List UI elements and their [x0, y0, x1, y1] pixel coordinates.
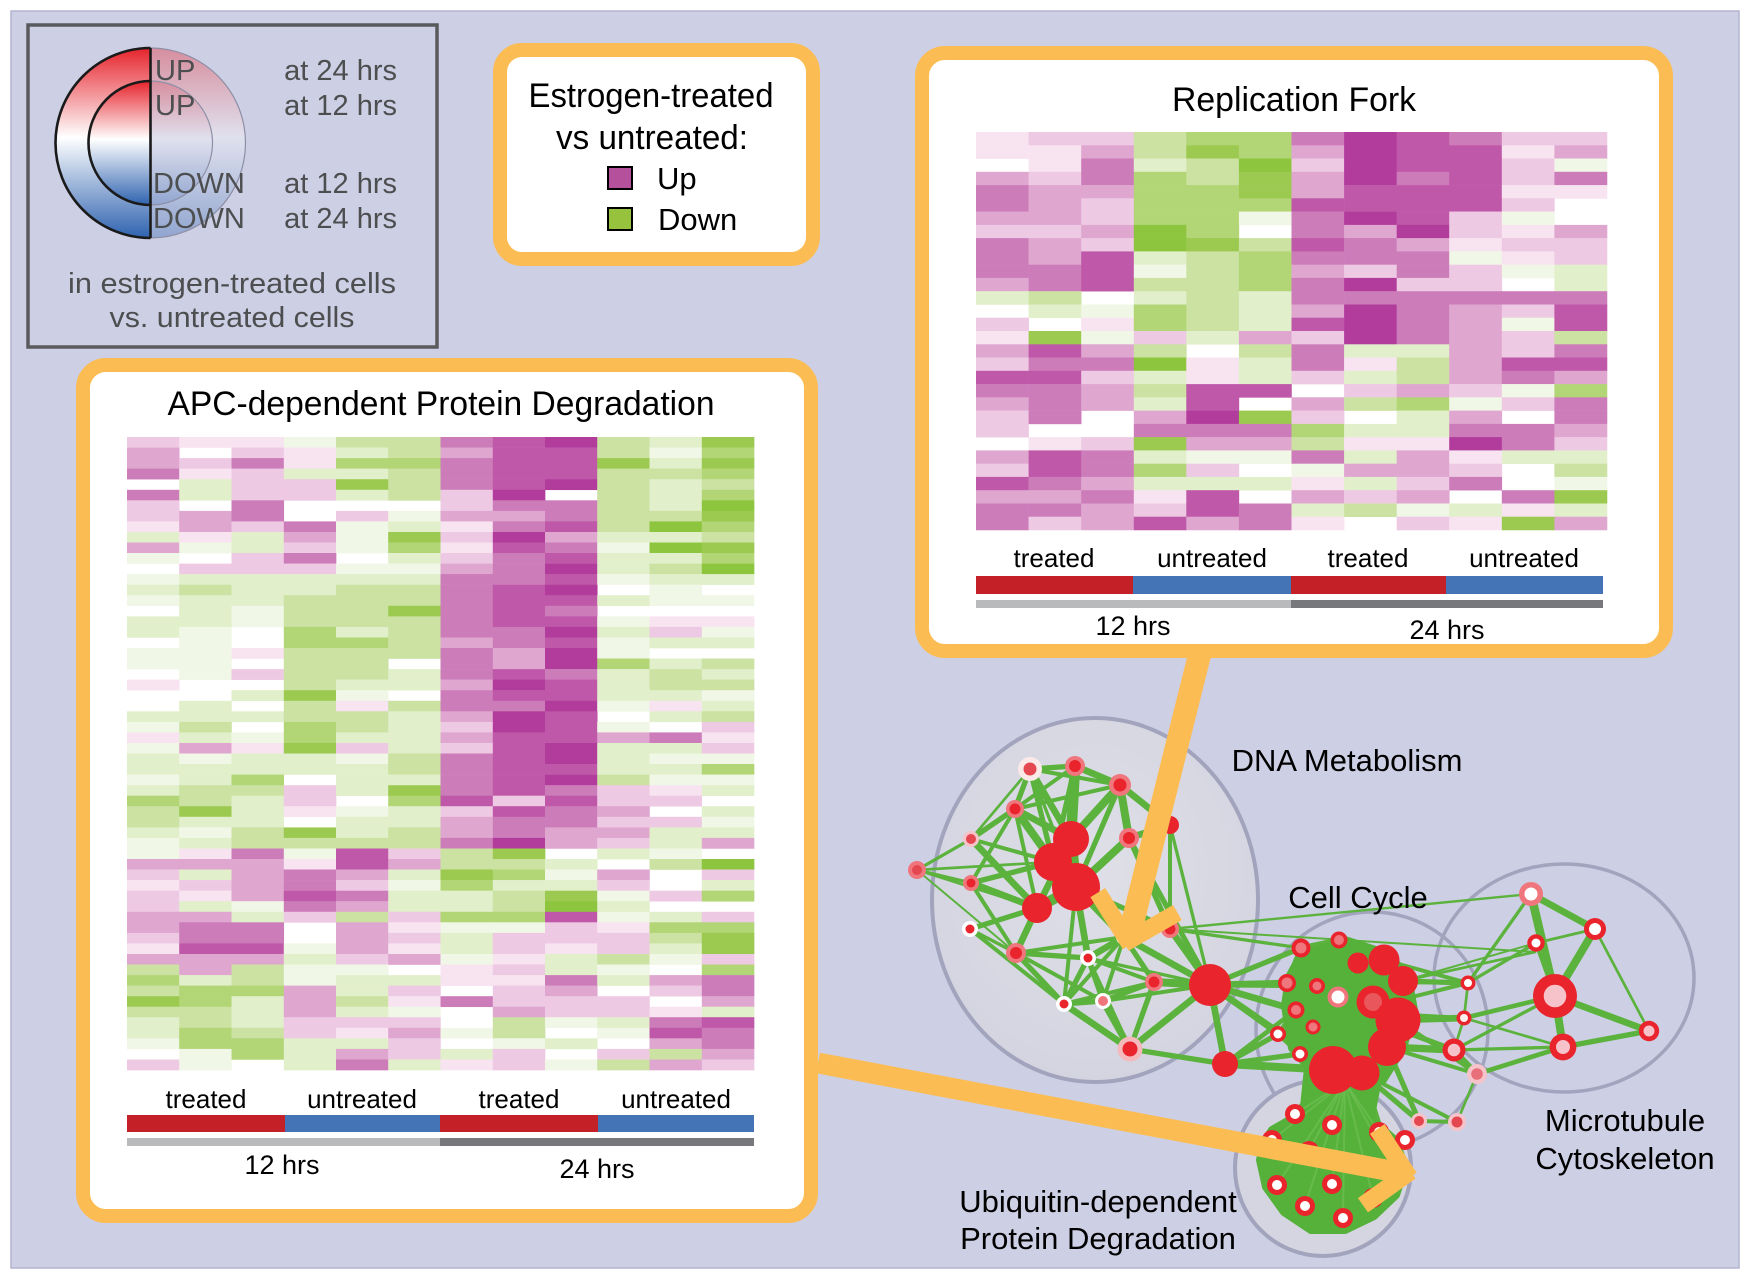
svg-text:DNA Metabolism: DNA Metabolism — [1232, 743, 1463, 778]
svg-text:at 24 hrs: at 24 hrs — [284, 55, 397, 87]
svg-text:treated: treated — [1014, 543, 1095, 573]
svg-text:Cytoskeleton: Cytoskeleton — [1535, 1141, 1714, 1176]
svg-text:Protein Degradation: Protein Degradation — [960, 1221, 1236, 1256]
svg-text:Estrogen-treated: Estrogen-treated — [529, 77, 774, 115]
svg-text:treated: treated — [479, 1084, 560, 1114]
svg-text:at 24 hrs: at 24 hrs — [284, 203, 397, 235]
svg-text:vs. untreated cells: vs. untreated cells — [110, 302, 355, 334]
svg-text:DOWN: DOWN — [153, 203, 245, 235]
svg-text:at 12 hrs: at 12 hrs — [284, 90, 397, 122]
svg-text:in estrogen-treated cells: in estrogen-treated cells — [68, 268, 396, 300]
svg-text:DOWN: DOWN — [153, 168, 245, 200]
svg-text:Replication Fork: Replication Fork — [1172, 81, 1417, 119]
svg-text:12 hrs: 12 hrs — [1095, 611, 1170, 641]
svg-text:at 12 hrs: at 12 hrs — [284, 168, 397, 200]
svg-text:Cell Cycle: Cell Cycle — [1288, 880, 1428, 915]
svg-text:untreated: untreated — [1469, 543, 1579, 573]
svg-text:APC-dependent Protein Degradat: APC-dependent Protein Degradation — [168, 385, 715, 423]
svg-text:UP: UP — [155, 90, 195, 122]
svg-text:treated: treated — [166, 1084, 247, 1114]
svg-text:UP: UP — [155, 55, 195, 87]
svg-text:untreated: untreated — [1157, 543, 1267, 573]
svg-text:Ubiquitin-dependent: Ubiquitin-dependent — [959, 1184, 1237, 1219]
svg-text:untreated: untreated — [307, 1084, 417, 1114]
svg-text:vs untreated:: vs untreated: — [556, 119, 748, 157]
svg-text:24 hrs: 24 hrs — [559, 1154, 634, 1184]
svg-text:Down: Down — [658, 202, 737, 237]
svg-text:Up: Up — [657, 161, 697, 196]
svg-text:24 hrs: 24 hrs — [1409, 615, 1484, 645]
svg-text:untreated: untreated — [621, 1084, 731, 1114]
svg-text:treated: treated — [1328, 543, 1409, 573]
svg-text:12 hrs: 12 hrs — [244, 1150, 319, 1180]
svg-text:Microtubule: Microtubule — [1545, 1103, 1705, 1138]
